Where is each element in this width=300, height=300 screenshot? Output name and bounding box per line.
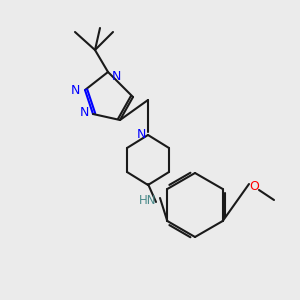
Text: HN: HN — [139, 194, 157, 206]
Text: N: N — [80, 106, 89, 118]
Text: N: N — [136, 128, 146, 142]
Text: N: N — [70, 83, 80, 97]
Text: O: O — [249, 181, 259, 194]
Text: N: N — [112, 70, 122, 83]
